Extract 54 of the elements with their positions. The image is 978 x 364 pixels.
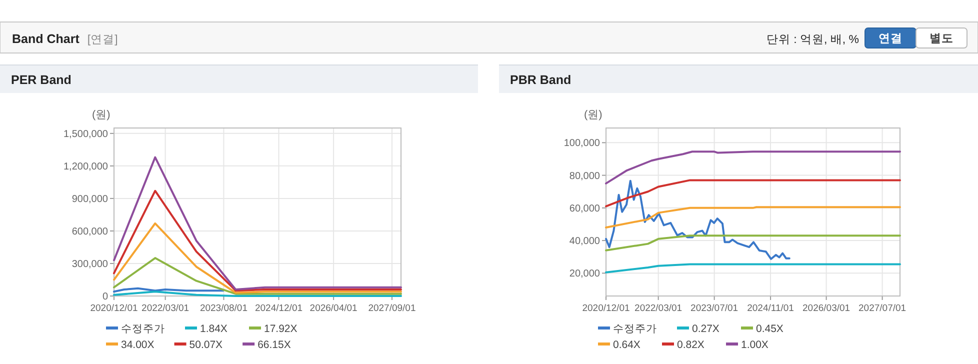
chart-title: PBR Band bbox=[510, 73, 572, 87]
legend-label: 34.00X bbox=[121, 339, 154, 351]
x-tick-label: 2022/03/01 bbox=[142, 303, 190, 314]
legend-label: 1.84X bbox=[200, 323, 228, 335]
legend-label: 1.00X bbox=[741, 339, 768, 351]
y-tick-label: 20,000 bbox=[569, 268, 600, 280]
x-tick-label: 2026/03/01 bbox=[802, 303, 850, 314]
line-series bbox=[605, 263, 901, 274]
text: 연결 bbox=[878, 32, 902, 45]
x-tick-label: 2026/04/01 bbox=[310, 303, 358, 314]
line-series bbox=[605, 206, 901, 228]
x-tick-label: 2027/09/01 bbox=[368, 303, 416, 314]
line-series bbox=[113, 222, 402, 294]
text: Band Chart bbox=[12, 32, 80, 46]
y-tick-label: 900,000 bbox=[72, 194, 108, 205]
legend-label: 수정주가 bbox=[613, 323, 657, 335]
legend-label: 66.15X bbox=[258, 339, 291, 351]
x-tick-label: 2023/07/01 bbox=[690, 303, 738, 314]
y-axis-title: (원) bbox=[92, 109, 110, 121]
legend-label: 0.45X bbox=[756, 323, 784, 335]
legend-label: 17.92X bbox=[264, 323, 298, 335]
y-axis-title: (원) bbox=[584, 109, 602, 121]
legend-label: 0.27X bbox=[692, 323, 720, 335]
text: 별도 bbox=[930, 32, 954, 45]
line-series bbox=[605, 234, 901, 252]
y-tick-label: 1,500,000 bbox=[64, 128, 108, 140]
y-tick-label: 40,000 bbox=[569, 236, 600, 248]
line-series bbox=[113, 257, 402, 295]
x-tick-label: 2022/03/01 bbox=[634, 303, 682, 314]
line-series bbox=[113, 156, 402, 290]
text: [연결] bbox=[87, 34, 118, 46]
x-tick-label: 2024/11/01 bbox=[747, 303, 794, 314]
x-tick-label: 2024/12/01 bbox=[254, 303, 303, 314]
line-series bbox=[605, 150, 901, 184]
y-tick-label: 300,000 bbox=[72, 258, 108, 270]
y-tick-label: 80,000 bbox=[569, 170, 600, 182]
y-tick-label: 60,000 bbox=[569, 203, 600, 214]
legend-label: 0.64X bbox=[613, 339, 640, 351]
text: 단위 : 억원, 배, % bbox=[766, 34, 859, 46]
line-series bbox=[605, 180, 790, 260]
y-tick-label: 100,000 bbox=[564, 138, 600, 150]
chart-title: PER Band bbox=[11, 73, 72, 87]
line-series bbox=[113, 190, 402, 292]
legend-label: 수정주가 bbox=[121, 323, 165, 335]
y-tick-label: 600,000 bbox=[72, 226, 108, 238]
x-tick-label: 2027/07/01 bbox=[858, 303, 906, 314]
legend-label: 50.07X bbox=[189, 339, 223, 351]
x-tick-label: 2020/12/01 bbox=[90, 303, 138, 314]
x-tick-label: 2020/12/01 bbox=[582, 303, 630, 314]
legend-label: 0.82X bbox=[677, 339, 704, 351]
line-series bbox=[605, 179, 901, 208]
y-tick-label: 1,200,000 bbox=[64, 161, 108, 172]
y-tick-label: 0 bbox=[102, 292, 108, 302]
x-tick-label: 2023/08/01 bbox=[200, 303, 248, 314]
